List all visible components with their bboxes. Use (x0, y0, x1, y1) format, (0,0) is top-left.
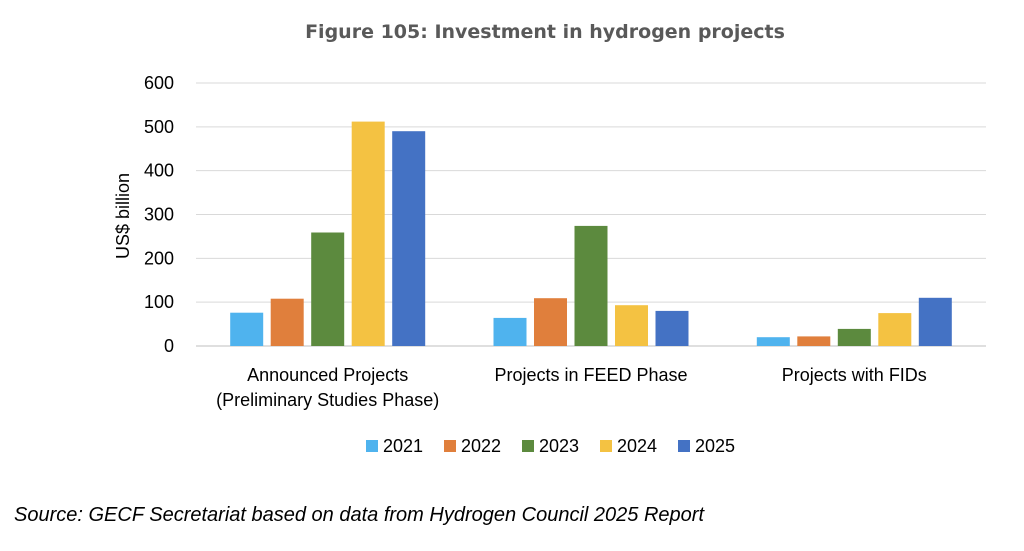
bar-2021-3 (756, 337, 790, 346)
legend-label-2021: 2021 (383, 436, 423, 456)
bar-2022-3 (797, 336, 831, 346)
bar-2025-1 (392, 131, 426, 346)
y-tick-label: 0 (164, 336, 174, 356)
y-tick-label: 500 (144, 117, 174, 137)
y-tick-label: 600 (144, 73, 174, 93)
legend-swatch-2022 (444, 440, 456, 452)
bar-2022-2 (534, 298, 567, 346)
bar-2021-2 (493, 317, 527, 346)
bar-2024-3 (878, 313, 912, 346)
category-label: (Preliminary Studies Phase) (216, 390, 439, 410)
bar-2024-2 (615, 305, 648, 346)
y-axis-title: US$ billion (113, 173, 133, 259)
category-labels: Announced Projects (Preliminary Studies P… (216, 365, 927, 410)
legend-label-2023: 2023 (539, 436, 579, 456)
bar-2025-2 (655, 310, 689, 346)
category-label: Announced Projects (247, 365, 408, 385)
category-label: Projects with FIDs (782, 365, 927, 385)
legend-swatch-2023 (522, 440, 534, 452)
category-label: Projects in FEED Phase (494, 365, 687, 385)
y-tick-label: 100 (144, 292, 174, 312)
legend: 2021 2022 2023 2024 2025 (366, 436, 735, 456)
bar-2023-1 (311, 232, 345, 346)
legend-label-2025: 2025 (695, 436, 735, 456)
y-tick-label: 300 (144, 205, 174, 225)
bars (230, 121, 952, 346)
chart-title: Figure 105: Investment in hydrogen proje… (305, 21, 785, 43)
legend-swatch-2025 (678, 440, 690, 452)
bar-2023-3 (837, 328, 871, 346)
bar-2023-2 (574, 225, 608, 346)
y-tick-label: 200 (144, 248, 174, 268)
y-tick-label: 400 (144, 161, 174, 181)
legend-swatch-2021 (366, 440, 378, 452)
legend-label-2024: 2024 (617, 436, 657, 456)
legend-swatch-2024 (600, 440, 612, 452)
legend-label-2022: 2022 (461, 436, 501, 456)
bar-2025-3 (918, 297, 952, 346)
bar-2024-1 (351, 121, 385, 346)
y-axis-ticks: 0 100 200 300 400 500 600 (144, 73, 174, 356)
bar-2021-1 (230, 312, 264, 346)
bar-2022-1 (270, 298, 304, 346)
source-note: Source: GECF Secretariat based on data f… (14, 504, 704, 526)
